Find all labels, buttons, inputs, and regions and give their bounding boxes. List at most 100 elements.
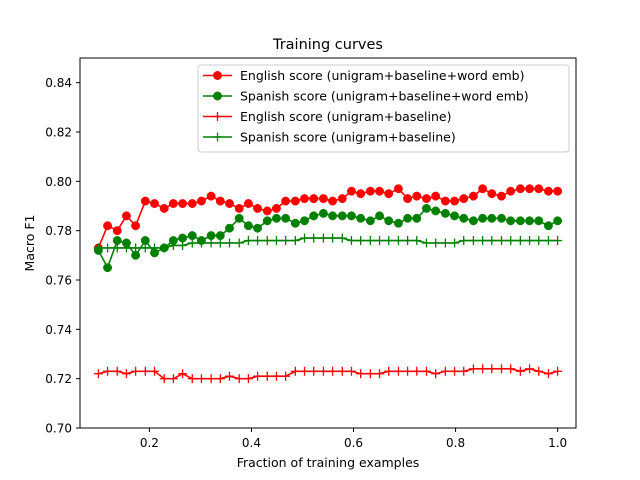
data-point — [187, 238, 197, 248]
data-point — [346, 366, 356, 376]
data-point — [159, 243, 169, 253]
x-tick-label: 0.8 — [446, 436, 465, 450]
data-point — [421, 366, 431, 376]
data-point — [403, 213, 413, 223]
data-point — [450, 211, 460, 221]
data-point — [459, 194, 469, 204]
data-point — [478, 236, 488, 246]
data-point — [356, 236, 366, 246]
data-point — [140, 196, 150, 206]
data-point — [450, 238, 460, 248]
data-point — [450, 366, 460, 376]
data-point — [93, 369, 103, 379]
data-point — [187, 199, 197, 208]
plot-lines — [93, 184, 563, 384]
data-point — [225, 223, 234, 233]
data-point — [534, 236, 544, 246]
data-point — [347, 211, 356, 221]
data-point — [140, 366, 150, 376]
data-point — [234, 238, 244, 248]
data-point — [356, 189, 366, 199]
data-point — [393, 218, 403, 228]
data-point — [121, 211, 131, 221]
data-point — [543, 186, 553, 196]
data-point — [112, 243, 122, 253]
data-point — [337, 366, 347, 376]
data-point — [206, 238, 216, 248]
data-point — [468, 216, 478, 226]
data-point — [478, 213, 488, 223]
x-tick-label: 0.2 — [140, 436, 159, 450]
data-point — [178, 369, 188, 379]
y-tick-label: 0.74 — [45, 323, 72, 337]
data-point — [440, 366, 450, 376]
x-tick-label: 1.0 — [548, 436, 567, 450]
series-4 — [93, 233, 563, 253]
data-point — [375, 211, 384, 221]
data-point — [290, 366, 300, 376]
legend-entries: English score (unigram+baseline+word emb… — [203, 68, 529, 145]
data-point — [525, 184, 535, 194]
data-point — [459, 366, 469, 376]
data-point — [178, 199, 188, 208]
data-point — [506, 216, 516, 226]
data-point — [459, 213, 469, 223]
y-tick-label: 0.72 — [45, 372, 72, 386]
data-point — [168, 199, 178, 208]
data-point — [403, 194, 413, 204]
data-point — [375, 369, 385, 379]
data-point — [337, 194, 347, 204]
data-point — [196, 238, 206, 248]
data-point — [159, 374, 169, 384]
data-point — [168, 240, 178, 250]
data-point — [515, 184, 525, 194]
data-point — [468, 364, 478, 374]
data-point — [431, 369, 441, 379]
legend-label: English score (unigram+baseline) — [240, 109, 451, 124]
data-point — [478, 364, 488, 374]
data-point — [103, 366, 113, 376]
data-point — [431, 238, 441, 248]
data-point — [225, 238, 235, 248]
data-point — [234, 374, 244, 384]
data-point — [328, 366, 338, 376]
legend-entry: Spanish score (unigram+baseline+word emb… — [203, 89, 529, 104]
data-point — [403, 366, 413, 376]
data-point — [553, 216, 563, 226]
x-axis-ticks: 0.2 0.4 0.6 0.8 1.0 — [140, 428, 567, 450]
data-point — [112, 226, 122, 236]
data-point — [225, 371, 235, 381]
y-tick-label: 0.76 — [45, 274, 72, 288]
data-point — [496, 364, 506, 374]
data-point — [393, 366, 403, 376]
data-point — [300, 233, 310, 243]
data-point — [290, 196, 300, 206]
data-point — [121, 369, 131, 379]
data-point — [253, 223, 263, 233]
data-point — [131, 243, 141, 253]
data-point — [253, 204, 263, 213]
data-point — [412, 213, 422, 223]
data-point — [543, 221, 553, 231]
data-point — [318, 208, 328, 218]
data-point — [225, 199, 234, 208]
data-point — [515, 236, 525, 246]
legend-label: English score (unigram+baseline+word emb… — [240, 68, 524, 83]
legend-marker — [213, 132, 222, 142]
data-point — [543, 236, 553, 246]
data-point — [271, 371, 281, 381]
data-point — [431, 206, 441, 216]
data-point — [515, 366, 525, 376]
data-point — [328, 233, 338, 243]
data-point — [487, 236, 497, 246]
data-point — [365, 236, 375, 246]
data-point — [262, 236, 272, 246]
y-tick-label: 0.70 — [45, 422, 72, 436]
data-point — [384, 366, 394, 376]
data-point — [412, 366, 422, 376]
data-point — [375, 186, 384, 196]
data-point — [553, 186, 563, 196]
data-point — [497, 213, 506, 223]
data-point — [309, 211, 319, 221]
data-point — [403, 236, 413, 246]
